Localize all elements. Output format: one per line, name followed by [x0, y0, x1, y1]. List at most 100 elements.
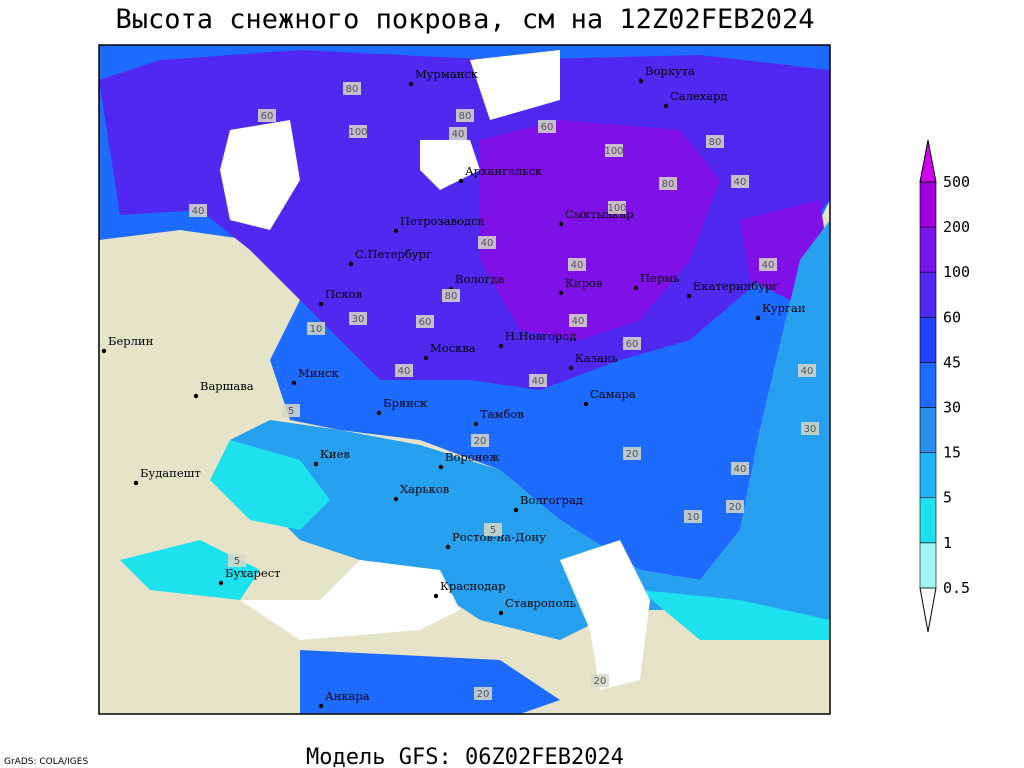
contour-label: 20: [729, 502, 742, 513]
contour-label: 40: [734, 464, 747, 475]
city-label: Анкара: [325, 689, 370, 703]
city-label: Мурманск: [415, 67, 479, 81]
contour-label: 20: [594, 676, 607, 687]
colorbar-label: 500: [943, 173, 970, 191]
contour-label-box: [591, 674, 609, 687]
contour-label: 40: [452, 129, 465, 140]
city-label: Киров: [565, 276, 602, 290]
contour-label-box: [442, 289, 460, 302]
contour-label: 60: [626, 339, 639, 350]
city-dot: [558, 221, 564, 227]
contour-label: 10: [687, 512, 700, 523]
city-dot: [445, 544, 451, 550]
contour-label: 60: [541, 122, 554, 133]
city-dot: [318, 301, 324, 307]
city-label: Петрозаводск: [400, 214, 486, 228]
colorbar-segment: [919, 226, 937, 273]
contour-label-box: [731, 462, 749, 475]
contour-label: 5: [288, 406, 294, 417]
city-dot: [348, 261, 354, 267]
contour-label: 100: [604, 146, 623, 157]
colorbar-segment: [919, 316, 937, 363]
contour-label: 40: [734, 177, 747, 188]
colorbar-label: 5: [943, 489, 952, 507]
snow-zone: [480, 120, 720, 340]
city-dot: [638, 78, 644, 84]
contour-label-box: [282, 404, 300, 417]
contour-label: 40: [571, 260, 584, 271]
contour-label: 20: [474, 436, 487, 447]
baltic-sea: [220, 120, 300, 230]
colorbar-segment: [919, 181, 937, 228]
colorbar-label: 60: [943, 308, 961, 326]
contour-label-box: [623, 337, 641, 350]
contour-label-box: [706, 135, 724, 148]
contour-label-box: [349, 312, 367, 325]
colorbar-label: 0.5: [943, 579, 970, 597]
city-label: Волгоград: [520, 493, 583, 507]
city-dot: [568, 365, 574, 371]
city-dot: [318, 703, 324, 709]
city-label: Краснодар: [440, 579, 505, 593]
contour-label-box: [416, 315, 434, 328]
black-sea: [240, 560, 460, 640]
colorbar-segment: [919, 542, 937, 589]
city-dot: [558, 290, 564, 296]
city-label: Берлин: [108, 334, 154, 348]
contour-label-box: [484, 523, 502, 536]
contour-label: 40: [192, 206, 205, 217]
colorbar-label: 200: [943, 218, 970, 236]
city-label: С.Петербург: [355, 247, 432, 261]
city-label: Пермь: [640, 271, 679, 285]
contour-label: 100: [607, 203, 626, 214]
contour-label: 30: [804, 424, 817, 435]
contour-label: 40: [398, 366, 411, 377]
city-label: Ставрополь: [505, 596, 576, 610]
contour-label-box: [538, 120, 556, 133]
city-label: Воркута: [645, 64, 695, 78]
city-dot: [313, 461, 319, 467]
map-frame: [98, 44, 831, 715]
contour-label-box: [659, 177, 677, 190]
city-label: Вологда: [455, 272, 505, 286]
city-dot: [376, 410, 382, 416]
contour-labels: 80 60 100 80 40 60 80 40 100 100 80 40 40 40 80 60 40 40 6…: [189, 82, 819, 700]
city-dot: [218, 580, 224, 586]
contour-label-box: [731, 175, 749, 188]
city-dot: [633, 285, 639, 291]
contour-label-box: [569, 314, 587, 327]
contour-label: 80: [662, 179, 675, 190]
city-label: Архангельск: [465, 164, 543, 178]
contour-label: 40: [572, 316, 585, 327]
contour-label-box: [343, 82, 361, 95]
city-label: Ростов-на-Дону: [452, 530, 546, 544]
city-dot: [101, 348, 107, 354]
city-dot: [133, 480, 139, 486]
snow-zone: [120, 440, 830, 640]
city-dot: [438, 464, 444, 470]
contour-label-box: [474, 687, 492, 700]
snow-zone: [230, 220, 830, 640]
city-dot: [498, 343, 504, 349]
city-label: Салехард: [670, 89, 728, 103]
contour-label-box: [349, 125, 367, 138]
contour-label: 80: [459, 111, 472, 122]
contour-label: 100: [348, 127, 367, 138]
contour-label: 10: [310, 324, 323, 335]
model-caption: Модель GFS: 06Z02FEB2024: [306, 745, 624, 768]
city-label: Н.Новгород: [505, 329, 576, 343]
colorbar-segment: [919, 362, 937, 408]
city-dot: [433, 593, 439, 599]
city-label: Будапешт: [140, 466, 201, 480]
city-dot: [583, 401, 589, 407]
contour-label-box: [478, 236, 496, 249]
contour-label: 40: [801, 366, 814, 377]
contour-label-box: [395, 364, 413, 377]
contour-label: 40: [481, 238, 494, 249]
city-dot: [473, 421, 479, 427]
contour-label-box: [608, 201, 626, 214]
contour-label-box: [623, 447, 641, 460]
colorbar-label: 1: [943, 534, 952, 552]
city-dot: [408, 81, 414, 87]
